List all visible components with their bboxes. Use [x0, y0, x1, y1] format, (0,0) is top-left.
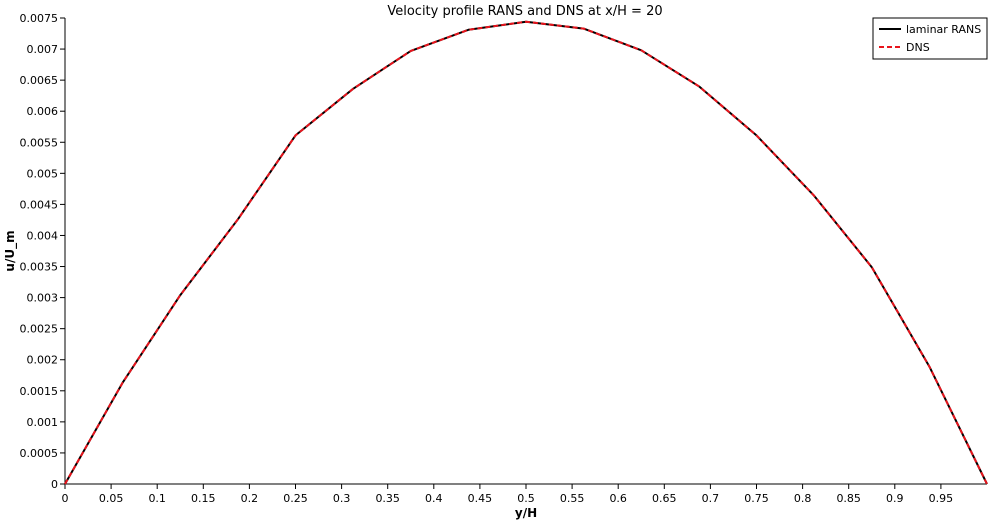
x-tick-label: 0.5	[517, 492, 535, 505]
y-tick-label: 0.0035	[20, 261, 59, 274]
y-tick-label: 0.0015	[20, 385, 59, 398]
x-tick-label: 0.2	[241, 492, 259, 505]
y-tick-label: 0.0045	[20, 198, 59, 211]
x-tick-label: 0.15	[191, 492, 216, 505]
y-axis-ticks: 0 0.0005 0.001 0.0015 0.002 0.0025 0.003 0.0035…	[20, 12, 65, 491]
x-tick-label: 0.35	[375, 492, 400, 505]
x-tick-label: 0.8	[794, 492, 812, 505]
x-tick-label: 0.9	[886, 492, 904, 505]
x-tick-label: 0.75	[744, 492, 769, 505]
y-tick-label: 0.0065	[20, 74, 59, 87]
x-tick-label: 0.45	[468, 492, 493, 505]
series-line-laminar-rans	[64, 20, 988, 485]
y-tick-label: 0.003	[27, 292, 59, 305]
y-tick-label: 0.0075	[20, 12, 59, 25]
x-tick-label: 0.7	[702, 492, 720, 505]
x-tick-label: 0.65	[652, 492, 677, 505]
y-tick-label: 0.002	[27, 354, 59, 367]
x-tick-label: 0.1	[148, 492, 166, 505]
x-tick-label: 0.6	[609, 492, 627, 505]
x-tick-label: 0.55	[560, 492, 585, 505]
y-tick-label: 0	[51, 478, 58, 491]
x-tick-label: 0	[62, 492, 69, 505]
y-axis-title: u/U_m	[3, 230, 18, 271]
x-tick-label: 0.05	[99, 492, 124, 505]
y-tick-label: 0.0025	[20, 323, 59, 336]
legend-label-laminar-rans: laminar RANS	[906, 23, 981, 36]
x-axis-ticks: 0 0.05 0.1 0.15 0.2 0.25 0.3 0.35 0.4 0.45 0.5 0.55…	[62, 484, 954, 505]
y-tick-label: 0.001	[27, 416, 59, 429]
y-tick-label: 0.0055	[20, 136, 59, 149]
y-tick-label: 0.0005	[20, 447, 59, 460]
y-tick-label: 0.005	[27, 167, 59, 180]
x-axis-title: y/H	[515, 506, 537, 520]
x-tick-label: 0.85	[836, 492, 861, 505]
x-tick-label: 0.4	[425, 492, 443, 505]
x-tick-label: 0.25	[283, 492, 308, 505]
legend-label-dns: DNS	[906, 41, 930, 54]
legend: laminar RANS DNS	[872, 17, 988, 60]
y-tick-label: 0.007	[27, 43, 59, 56]
series-line-dns	[64, 20, 988, 485]
x-tick-label: 0.95	[929, 492, 954, 505]
y-tick-label: 0.006	[27, 105, 59, 118]
x-tick-label: 0.3	[333, 492, 351, 505]
plot-area	[64, 18, 987, 485]
y-tick-label: 0.004	[27, 229, 59, 242]
legend-box	[872, 17, 988, 60]
series-lines	[64, 20, 988, 485]
chart-title: Velocity profile RANS and DNS at x/H = 2…	[387, 4, 662, 19]
